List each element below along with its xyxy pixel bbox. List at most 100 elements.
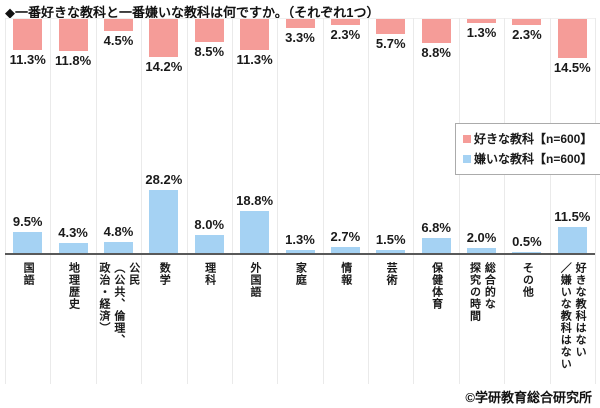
category-axis-line (5, 253, 595, 255)
favorite-bar (557, 19, 587, 58)
disliked-value-label: 4.8% (103, 224, 134, 239)
favorite-bar (467, 19, 497, 23)
category-label-text: 外国語 (249, 262, 262, 298)
category-label: 国語 (5, 262, 50, 404)
legend: 好きな教科【n=600】 嫌いな教科【n=600】 (455, 123, 600, 175)
legend-item-disliked: 嫌いな教科【n=600】 (463, 150, 592, 167)
disliked-bar (376, 250, 406, 253)
category-label: 公民 （公共、倫理、 政治・経済） (96, 262, 141, 404)
legend-swatch-disliked-icon (463, 154, 471, 163)
column-gridline (595, 18, 596, 384)
legend-label-disliked: 嫌いな教科【n=600】 (474, 152, 593, 166)
column-gridline (368, 18, 370, 384)
legend-swatch-favorite-icon (463, 134, 471, 143)
column-gridline (549, 18, 551, 384)
favorite-bar (421, 19, 451, 43)
column-gridline (5, 18, 6, 384)
category-label: 理科 (187, 262, 232, 404)
disliked-bar (58, 243, 88, 253)
disliked-bar (557, 227, 587, 253)
disliked-bar (149, 190, 179, 253)
favorite-bar (13, 19, 43, 50)
category-label-text: 芸術 (385, 262, 398, 286)
category-label-text: 好きな教科はない ／嫌いな教科はない (559, 262, 587, 370)
disliked-bar (467, 248, 497, 253)
category-label: 情報 (323, 262, 368, 404)
disliked-value-label: 0.5% (512, 234, 542, 249)
category-label: その他 (504, 262, 549, 404)
category-label-text: 総合的な 探究の時間 (468, 262, 496, 322)
disliked-bar (421, 238, 451, 253)
disliked-bar (512, 252, 542, 253)
column-gridline (413, 18, 415, 384)
disliked-value-label: 11.5% (554, 209, 591, 224)
column-gridline (322, 18, 324, 384)
column-gridline (50, 18, 52, 384)
category-label-text: 地理歴史 (67, 262, 80, 310)
favorite-value-label: 4.5% (103, 33, 134, 48)
category-label-text: 国語 (22, 262, 35, 286)
chart-title: ◆一番好きな教科と一番嫌いな教科は何ですか。（それぞれ1つ） (5, 5, 380, 20)
category-label-text: 数学 (158, 262, 171, 286)
disliked-value-label: 1.3% (285, 232, 315, 247)
favorite-bar (285, 19, 315, 28)
favorite-value-label: 2.3% (330, 27, 361, 42)
disliked-bar (103, 242, 133, 253)
favorite-value-label: 11.3% (236, 52, 273, 67)
disliked-value-label: 28.2% (145, 172, 183, 187)
favorite-value-label: 3.3% (285, 30, 315, 45)
favorite-bar (512, 19, 542, 25)
favorite-bar (376, 19, 406, 34)
favorite-value-label: 11.8% (54, 53, 92, 68)
disliked-value-label: 2.7% (330, 229, 361, 244)
favorite-bar (149, 19, 179, 57)
category-label-text: その他 (521, 262, 534, 298)
plot-top-border (5, 18, 595, 19)
disliked-bar (194, 235, 224, 253)
category-label: 数学 (141, 262, 186, 404)
disliked-value-label: 8.0% (194, 217, 225, 232)
disliked-value-label: 4.3% (58, 225, 88, 240)
category-label: 総合的な 探究の時間 (459, 262, 504, 404)
favorite-bar (240, 19, 270, 50)
category-label: 外国語 (232, 262, 277, 404)
legend-item-favorite: 好きな教科【n=600】 (463, 130, 592, 147)
favorite-value-label: 1.3% (466, 25, 497, 40)
column-gridline (231, 18, 233, 384)
copyright: ©学研教育総合研究所 (465, 390, 592, 405)
disliked-value-label: 6.8% (421, 220, 451, 235)
category-label: 芸術 (368, 262, 413, 404)
disliked-bar (285, 250, 315, 253)
category-label-text: 家庭 (294, 262, 307, 286)
favorite-value-label: 11.3% (9, 52, 46, 67)
favorite-bar (103, 19, 133, 31)
category-label-text: 保健体育 (430, 262, 443, 310)
category-label-text: 理科 (203, 262, 216, 286)
favorite-bar (58, 19, 88, 51)
column-gridline (95, 18, 97, 384)
category-label: 好きな教科はない ／嫌いな教科はない (550, 262, 595, 404)
disliked-value-label: 2.0% (466, 230, 497, 245)
favorite-value-label: 5.7% (375, 36, 406, 51)
category-label: 保健体育 (413, 262, 458, 404)
favorite-value-label: 8.5% (194, 44, 225, 59)
favorite-bar (330, 19, 360, 25)
favorite-value-label: 8.8% (421, 45, 451, 60)
legend-label-favorite: 好きな教科【n=600】 (474, 132, 593, 146)
disliked-value-label: 9.5% (12, 214, 43, 229)
column-gridline (277, 18, 279, 384)
column-gridline (458, 18, 460, 384)
disliked-bar (330, 247, 360, 253)
column-gridline (186, 18, 188, 384)
category-label: 地理歴史 (50, 262, 95, 404)
disliked-bar (240, 211, 270, 253)
favorite-value-label: 2.3% (512, 27, 542, 42)
column-gridline (141, 18, 143, 384)
category-label-text: 公民 （公共、倫理、 政治・経済） (98, 262, 140, 346)
category-label-text: 情報 (339, 262, 352, 286)
favorite-value-label: 14.5% (553, 60, 591, 75)
disliked-value-label: 18.8% (236, 193, 274, 208)
favorite-bar (194, 19, 224, 42)
disliked-value-label: 1.5% (375, 232, 406, 247)
disliked-bar (13, 232, 43, 253)
